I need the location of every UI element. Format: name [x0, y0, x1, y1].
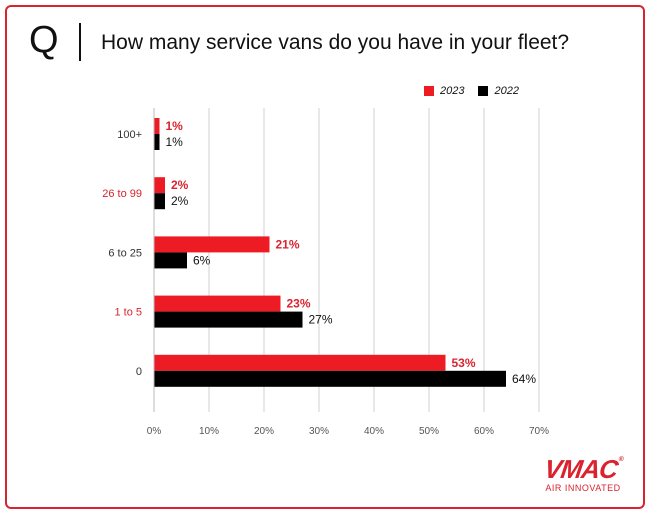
data-label-2023: 53% [452, 356, 476, 370]
bar-2023 [154, 177, 165, 194]
x-tick-label: 70% [529, 426, 549, 437]
x-tick-label: 60% [474, 426, 494, 437]
legend-swatch-2023 [424, 86, 434, 96]
survey-card: Q How many service vans do you have in y… [5, 5, 645, 509]
x-tick-label: 0% [147, 426, 162, 437]
legend-swatch-2022 [478, 86, 489, 96]
chart-legend: 2023 2022 [424, 85, 533, 97]
title-divider [79, 23, 81, 61]
data-label-2022: 6% [193, 253, 211, 267]
legend-label-2022: 2022 [494, 85, 519, 97]
data-label-2023: 2% [171, 178, 189, 192]
logo-wordmark: VMAC® [542, 454, 624, 484]
legend-label-2023: 2023 [440, 85, 465, 97]
category-label: 6 to 25 [108, 247, 142, 259]
x-tick-label: 30% [309, 426, 329, 437]
category-label: 1 to 5 [114, 307, 142, 319]
legend-item-2022: 2022 [478, 85, 519, 97]
data-label-2022: 64% [512, 372, 536, 386]
vmac-logo: VMAC® AIR INNOVATED [538, 454, 628, 502]
bar-2022 [154, 134, 160, 150]
data-label-2023: 23% [287, 297, 311, 311]
bar-2022 [154, 370, 506, 387]
bar-2023 [154, 236, 270, 253]
x-tick-label: 40% [364, 426, 384, 437]
bar-2022 [154, 311, 303, 328]
data-label-2022: 1% [166, 135, 184, 149]
x-tick-label: 10% [199, 426, 219, 437]
question-title: How many service vans do you have in you… [101, 31, 570, 54]
category-label: 100+ [117, 129, 142, 141]
bar-2023 [154, 354, 446, 371]
category-label: 0 [136, 366, 142, 378]
legend-item-2023: 2023 [424, 85, 464, 97]
bar-2023 [154, 295, 281, 312]
bar-2022 [154, 193, 165, 210]
data-label-2023: 1% [166, 119, 184, 133]
data-label-2023: 21% [276, 237, 300, 251]
x-tick-label: 50% [419, 426, 439, 437]
x-tick-label: 20% [254, 426, 274, 437]
data-label-2022: 27% [309, 313, 333, 327]
bar-2023 [154, 118, 160, 134]
logo-tagline: AIR INNOVATED [545, 483, 621, 493]
question-letter: Q [29, 19, 59, 61]
category-label: 26 to 99 [102, 188, 142, 200]
data-label-2022: 2% [171, 194, 189, 208]
bar-2022 [154, 252, 187, 269]
